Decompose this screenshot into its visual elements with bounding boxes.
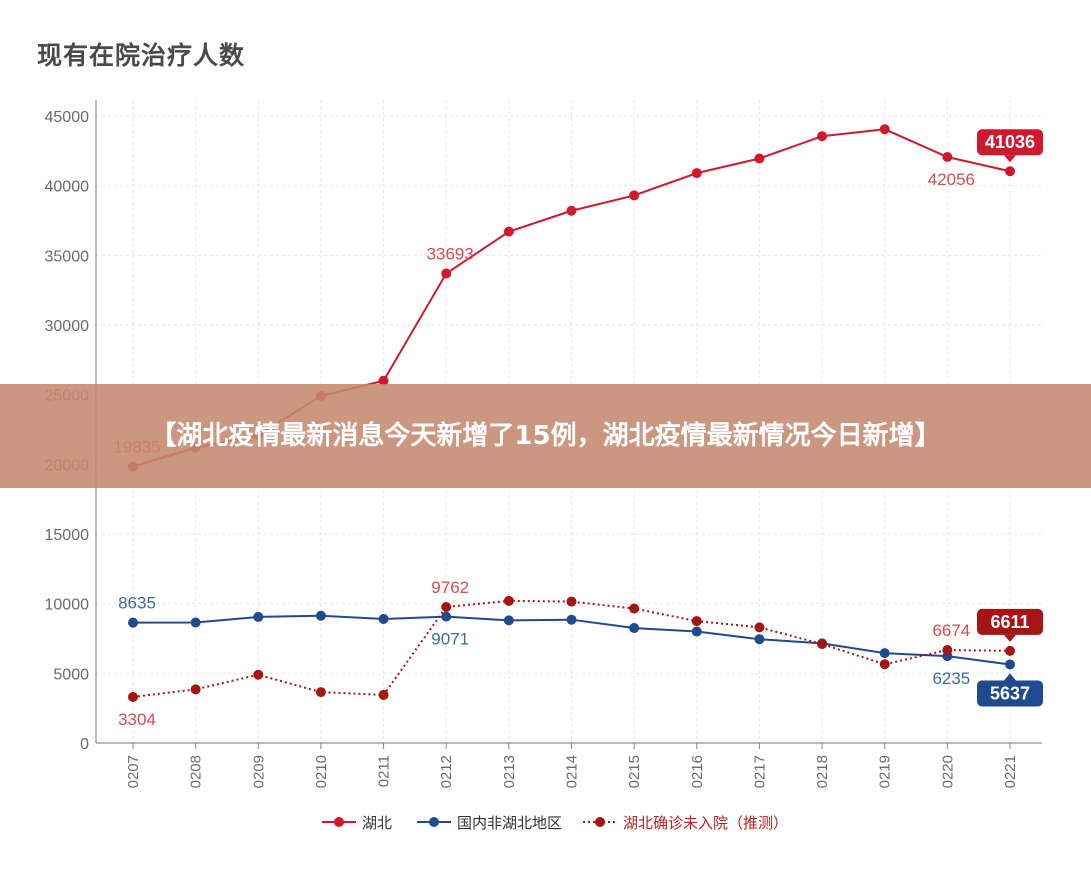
y-tick-label: 40000 [45,179,90,196]
data-label: 6674 [932,621,970,640]
data-point [1005,659,1015,670]
legend-swatch-marker [429,817,439,827]
x-tick-label: 0220 [939,755,956,788]
y-tick-label: 0 [80,736,89,753]
x-tick-label: 0208 [188,755,205,788]
x-tick-label: 0221 [1002,755,1019,788]
x-tick-label: 0209 [250,755,267,788]
data-point [691,626,702,637]
x-tick-label: 0213 [501,755,518,788]
data-label: 42056 [928,170,975,189]
data-point [315,610,326,621]
data-point [629,190,640,201]
data-point [441,601,452,612]
value-badge [977,608,1043,635]
data-label: 9762 [431,578,469,597]
legend-swatch-marker [595,817,605,827]
data-point [942,152,953,163]
value-badge-label: 6611 [990,612,1029,632]
chart-title: 现有在院治疗人数 [37,41,246,70]
data-point [879,648,890,659]
data-point [378,613,389,624]
data-point [691,616,702,627]
data-point [378,375,389,386]
axes: 0500010000150002000025000300003500040000… [45,100,1042,788]
x-tick-label: 0217 [751,755,768,788]
headline-text: 【湖北疫情最新消息今天新增了15例，湖北疫情最新情况今日新增】 [150,421,941,451]
x-tick-label: 0219 [877,755,894,788]
x-tick-label: 0207 [125,755,142,788]
x-tick-label: 0215 [626,755,643,788]
data-point [691,168,702,179]
data-label: 9071 [431,630,469,649]
data-point [942,645,953,656]
y-tick-label: 35000 [45,248,90,265]
y-tick-label: 45000 [45,109,90,126]
y-tick-label: 15000 [45,527,90,544]
x-tick-label: 0218 [814,755,831,788]
value-badge-label: 5637 [990,683,1030,703]
data-point [378,689,389,700]
data-point [1005,645,1015,656]
data-point [1005,166,1015,177]
data-point [566,596,577,607]
y-tick-label: 10000 [45,597,90,614]
legend-label: 国内非湖北地区 [457,814,562,832]
value-badge [977,129,1043,156]
data-point [879,124,890,135]
x-tick-label: 0210 [313,755,330,788]
data-point [128,691,138,702]
value-badge-label: 41036 [985,132,1035,152]
data-point [190,617,201,628]
data-point [817,639,828,650]
x-tick-label: 0214 [564,755,581,788]
data-point [754,634,765,645]
value-badge-pointer [1004,155,1016,163]
data-point [128,617,138,628]
value-badge-pointer [1004,634,1016,642]
value-badge-pointer [1004,673,1016,681]
data-point [503,595,514,606]
legend: 湖北 国内非湖北地区 湖北确诊未入院（推测） [322,814,788,832]
y-tick-label: 30000 [45,318,90,335]
data-point [441,268,452,279]
value-badge [977,680,1043,707]
x-tick-label: 0211 [376,755,393,787]
data-point [315,687,326,698]
x-tick-label: 0212 [438,755,455,788]
data-point [253,611,264,622]
data-point [441,611,452,622]
data-point [817,131,828,142]
data-point [629,623,640,634]
data-label: 6235 [932,669,970,688]
data-point [754,153,765,164]
data-point [190,684,201,695]
data-point [879,659,890,670]
y-tick-label: 5000 [53,666,89,683]
data-label: 3304 [118,710,156,729]
legend-label: 湖北确诊未入院（推测） [623,814,788,832]
x-tick-label: 0216 [689,755,706,788]
legend-label: 湖北 [362,814,392,832]
data-point [253,669,264,680]
data-label: 33693 [427,245,474,264]
data-label: 8635 [118,594,156,613]
data-point [503,226,514,237]
data-point [566,205,577,216]
data-point [629,603,640,614]
legend-swatch-marker [334,817,344,827]
headline-banner: 【湖北疫情最新消息今天新增了15例，湖北疫情最新情况今日新增】 [0,384,1091,488]
data-point [754,622,765,633]
data-point [566,614,577,625]
data-point [503,615,514,626]
